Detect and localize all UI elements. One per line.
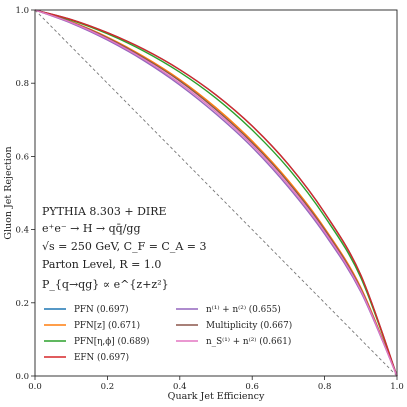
- x-tick-label: 0.2: [101, 382, 115, 392]
- plot-frame: [34, 9, 398, 377]
- y-tick-label: 0.6: [15, 152, 29, 162]
- roc-curve-3: [34, 9, 398, 377]
- annotation-line-4: P_{q→qg} ∝ e^{z+z²}: [42, 278, 169, 291]
- legend-label-4: n⁽¹⁾ + n⁽²⁾ (0.655): [206, 304, 281, 315]
- annotation-line-1: e⁺e⁻ → H → qq̄/gg: [42, 222, 141, 235]
- legend-label-5: Multiplicity (0.667): [206, 320, 292, 331]
- x-axis-label: Quark Jet Efficiency: [168, 391, 265, 402]
- legend-label-1: PFN[z] (0.671): [74, 320, 140, 331]
- legend-label-2: PFN[η,ϕ] (0.689): [74, 336, 150, 347]
- roc-curve-5: [34, 9, 398, 377]
- curves-layer: [34, 9, 398, 377]
- annotation-block: PYTHIA 8.303 + DIRE e⁺e⁻ → H → qq̄/gg √s =…: [42, 205, 207, 291]
- y-tick-label: 0.0: [15, 372, 29, 382]
- x-tick-label: 0.0: [28, 382, 42, 392]
- roc-curve-4: [34, 9, 398, 377]
- y-tick-label: 0.4: [15, 226, 29, 236]
- y-tick-label: 1.0: [15, 6, 29, 16]
- x-tick-label: 0.4: [173, 382, 187, 392]
- annotation-line-0: PYTHIA 8.303 + DIRE: [42, 205, 167, 218]
- legend: PFN (0.697) PFN[z] (0.671) PFN[η,ϕ] (0.689…: [44, 304, 292, 363]
- y-tick-label: 0.8: [15, 79, 29, 89]
- legend-label-6: n_S⁽¹⁾ + n⁽²⁾ (0.661): [206, 336, 291, 347]
- y-axis-label: Gluon Jet Rejection: [3, 146, 14, 239]
- x-tick-label: 1.0: [390, 382, 404, 392]
- annotation-line-3: Parton Level, R = 1.0: [42, 258, 161, 271]
- x-tick-label: 0.8: [318, 382, 332, 392]
- ticks-layer: 0.0 0.2 0.4 0.6 0.8 1.0 0.0 0.2 0.4 0.6 0.8 1.0: [15, 6, 403, 392]
- annotation-line-2: √s = 250 GeV, C_F = C_A = 3: [42, 240, 207, 253]
- x-tick-label: 0.6: [245, 382, 259, 392]
- legend-label-3: EFN (0.697): [74, 352, 129, 363]
- roc-curve-2: [34, 9, 398, 377]
- legend-label-0: PFN (0.697): [74, 304, 129, 315]
- roc-curve-6: [34, 9, 398, 377]
- y-tick-label: 0.2: [15, 299, 29, 309]
